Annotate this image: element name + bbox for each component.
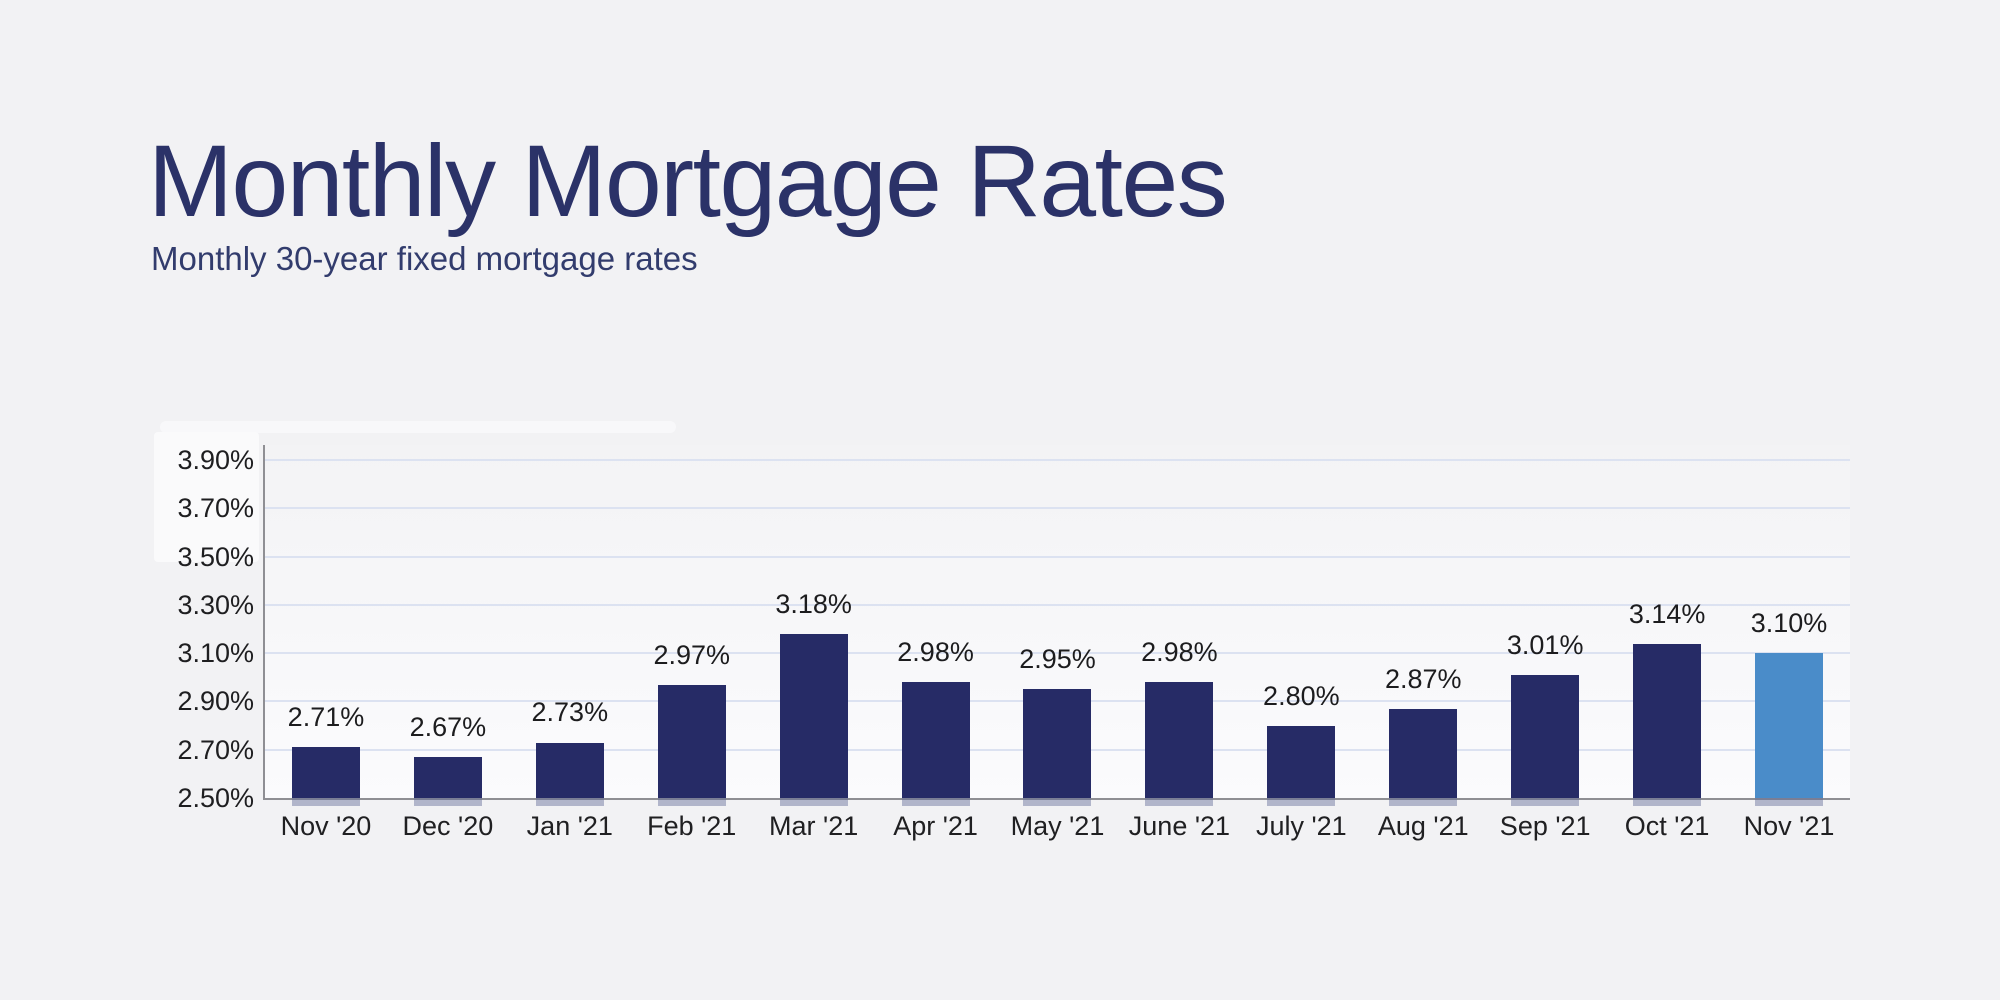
bar[interactable] bbox=[1633, 643, 1702, 806]
x-axis-category-label: June '21 bbox=[1128, 811, 1231, 841]
y-axis-tick-label: 2.70% bbox=[177, 734, 254, 765]
bar[interactable] bbox=[657, 684, 726, 806]
bar-column: 2.80% July '21 bbox=[1240, 445, 1362, 841]
bar-value-label: 2.98% bbox=[897, 637, 974, 668]
x-axis-category-label: May '21 bbox=[1010, 811, 1105, 841]
bar[interactable] bbox=[1145, 682, 1214, 806]
gridline bbox=[265, 652, 1850, 655]
x-axis-category-label: Nov '20 bbox=[280, 811, 372, 841]
bar-column: 3.10% Nov '21 bbox=[1728, 445, 1850, 841]
gridline bbox=[265, 459, 1850, 461]
x-axis-category-label: Oct '21 bbox=[1624, 811, 1710, 841]
x-axis-category-label: Feb '21 bbox=[647, 811, 737, 841]
x-axis-category-label: Aug '21 bbox=[1377, 811, 1469, 841]
bar[interactable] bbox=[291, 747, 360, 806]
bar-value-label: 2.80% bbox=[1263, 680, 1340, 711]
x-axis-category-label: Apr '21 bbox=[893, 811, 978, 841]
bar-value-label: 2.95% bbox=[1019, 644, 1096, 675]
y-axis-tick-label: 3.70% bbox=[177, 493, 254, 524]
bar[interactable] bbox=[1389, 708, 1458, 807]
bar-value-label: 3.14% bbox=[1628, 598, 1706, 629]
bar[interactable] bbox=[1267, 725, 1336, 807]
watermark-highlight-patch bbox=[154, 432, 259, 562]
bar-columns: 2.71% Nov '20 2.67% Dec '20 2.73% Jan '21 2.97… bbox=[265, 445, 1850, 842]
bar-column: 3.01% Sep '21 bbox=[1484, 445, 1606, 841]
bar[interactable] bbox=[535, 742, 604, 806]
page-title: Monthly Mortgage Rates bbox=[148, 124, 1228, 238]
plot-area: 2.71% Nov '20 2.67% Dec '20 2.73% Jan '21 2.97… bbox=[263, 445, 1850, 842]
gridline bbox=[265, 603, 1850, 606]
x-axis-category-label: Dec '20 bbox=[402, 811, 494, 841]
bar-value-label: 2.67% bbox=[409, 711, 487, 742]
y-axis-tick-label: 3.90% bbox=[177, 445, 254, 475]
bar-value-label: 2.97% bbox=[653, 639, 730, 670]
bar-column: 3.14% Oct '21 bbox=[1606, 445, 1728, 842]
bar-value-label: 2.98% bbox=[1141, 637, 1218, 668]
bar-column: 3.18% Mar '21 bbox=[753, 445, 875, 841]
x-axis-category-label: Jan '21 bbox=[526, 811, 613, 841]
gridline bbox=[265, 507, 1850, 510]
x-axis-category-label: Nov '21 bbox=[1743, 811, 1835, 841]
y-axis-tick-label: 2.90% bbox=[177, 686, 254, 717]
bar-value-label: 2.71% bbox=[287, 702, 365, 733]
bar-value-label: 3.01% bbox=[1506, 629, 1584, 660]
bar-column: 2.98% June '21 bbox=[1118, 445, 1240, 841]
bar-column: 2.87% Aug '21 bbox=[1362, 445, 1484, 841]
bar-value-label: 3.18% bbox=[775, 588, 852, 619]
watermark-highlight-strip bbox=[160, 421, 676, 433]
y-axis-tick-label: 3.30% bbox=[177, 589, 254, 620]
bar[interactable] bbox=[413, 757, 482, 806]
bar[interactable] bbox=[901, 682, 970, 806]
bar-column: 2.98% Apr '21 bbox=[875, 445, 997, 841]
bar[interactable] bbox=[1511, 674, 1580, 807]
y-axis-tick-label: 3.50% bbox=[177, 541, 254, 572]
bar[interactable] bbox=[1023, 689, 1092, 806]
page-subtitle: Monthly 30-year fixed mortgage rates bbox=[151, 240, 698, 277]
x-axis-category-label: July '21 bbox=[1255, 811, 1347, 841]
x-axis-category-label: Sep '21 bbox=[1499, 811, 1591, 841]
bar-column: 2.95% May '21 bbox=[997, 445, 1119, 841]
bar-value-label: 2.73% bbox=[531, 697, 609, 728]
bar[interactable] bbox=[779, 633, 848, 807]
bar-highlighted[interactable] bbox=[1755, 653, 1824, 806]
x-axis-category-label: Mar '21 bbox=[769, 811, 859, 841]
bar-column: 2.73% Jan '21 bbox=[509, 445, 631, 841]
gridline bbox=[265, 555, 1850, 558]
y-axis-tick-label: 3.10% bbox=[177, 638, 254, 669]
bar-value-label: 2.87% bbox=[1384, 663, 1462, 694]
bar-value-label: 3.10% bbox=[1750, 608, 1828, 639]
bar-column: 2.71% Nov '20 bbox=[265, 445, 387, 841]
y-axis-tick-label: 2.50% bbox=[177, 783, 254, 813]
bar-column: 2.97% Feb '21 bbox=[631, 445, 753, 841]
bar-column: 2.67% Dec '20 bbox=[387, 445, 509, 841]
